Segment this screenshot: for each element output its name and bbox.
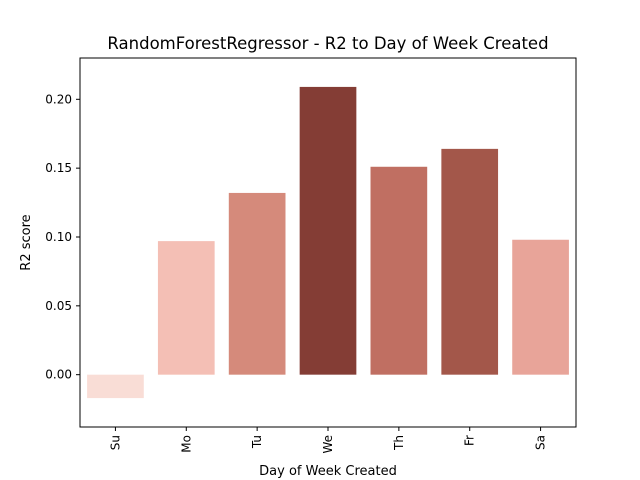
bar-th [370, 166, 428, 375]
x-tick-label: Fr [463, 435, 477, 446]
x-tick-label: Tu [250, 435, 264, 449]
y-tick-label: 0.10 [45, 230, 72, 244]
y-axis: 0.00 0.05 0.10 0.15 0.20 [45, 92, 80, 382]
x-tick-label: Th [392, 435, 406, 451]
bar-fr [441, 148, 499, 375]
bar-su [87, 374, 144, 399]
bar-tu [228, 192, 286, 375]
x-axis: Su Mo Tu We Th Fr Sa [108, 427, 548, 454]
bar-mo [157, 241, 215, 375]
x-tick-label: Sa [534, 435, 548, 450]
chart-title: RandomForestRegressor - R2 to Day of Wee… [107, 34, 548, 53]
bars-group [87, 86, 569, 399]
y-tick-label: 0.15 [45, 161, 72, 175]
x-axis-label: Day of Week Created [259, 464, 397, 479]
x-tick-label: We [321, 435, 335, 454]
y-tick-label: 0.00 [45, 368, 72, 382]
x-tick-label: Su [108, 435, 122, 450]
y-tick-label: 0.20 [45, 92, 72, 106]
y-axis-label: R2 score [19, 214, 34, 270]
x-tick-label: Mo [179, 435, 193, 453]
bar-we [299, 86, 357, 375]
y-tick-label: 0.05 [45, 299, 72, 313]
bar-sa [512, 239, 569, 375]
